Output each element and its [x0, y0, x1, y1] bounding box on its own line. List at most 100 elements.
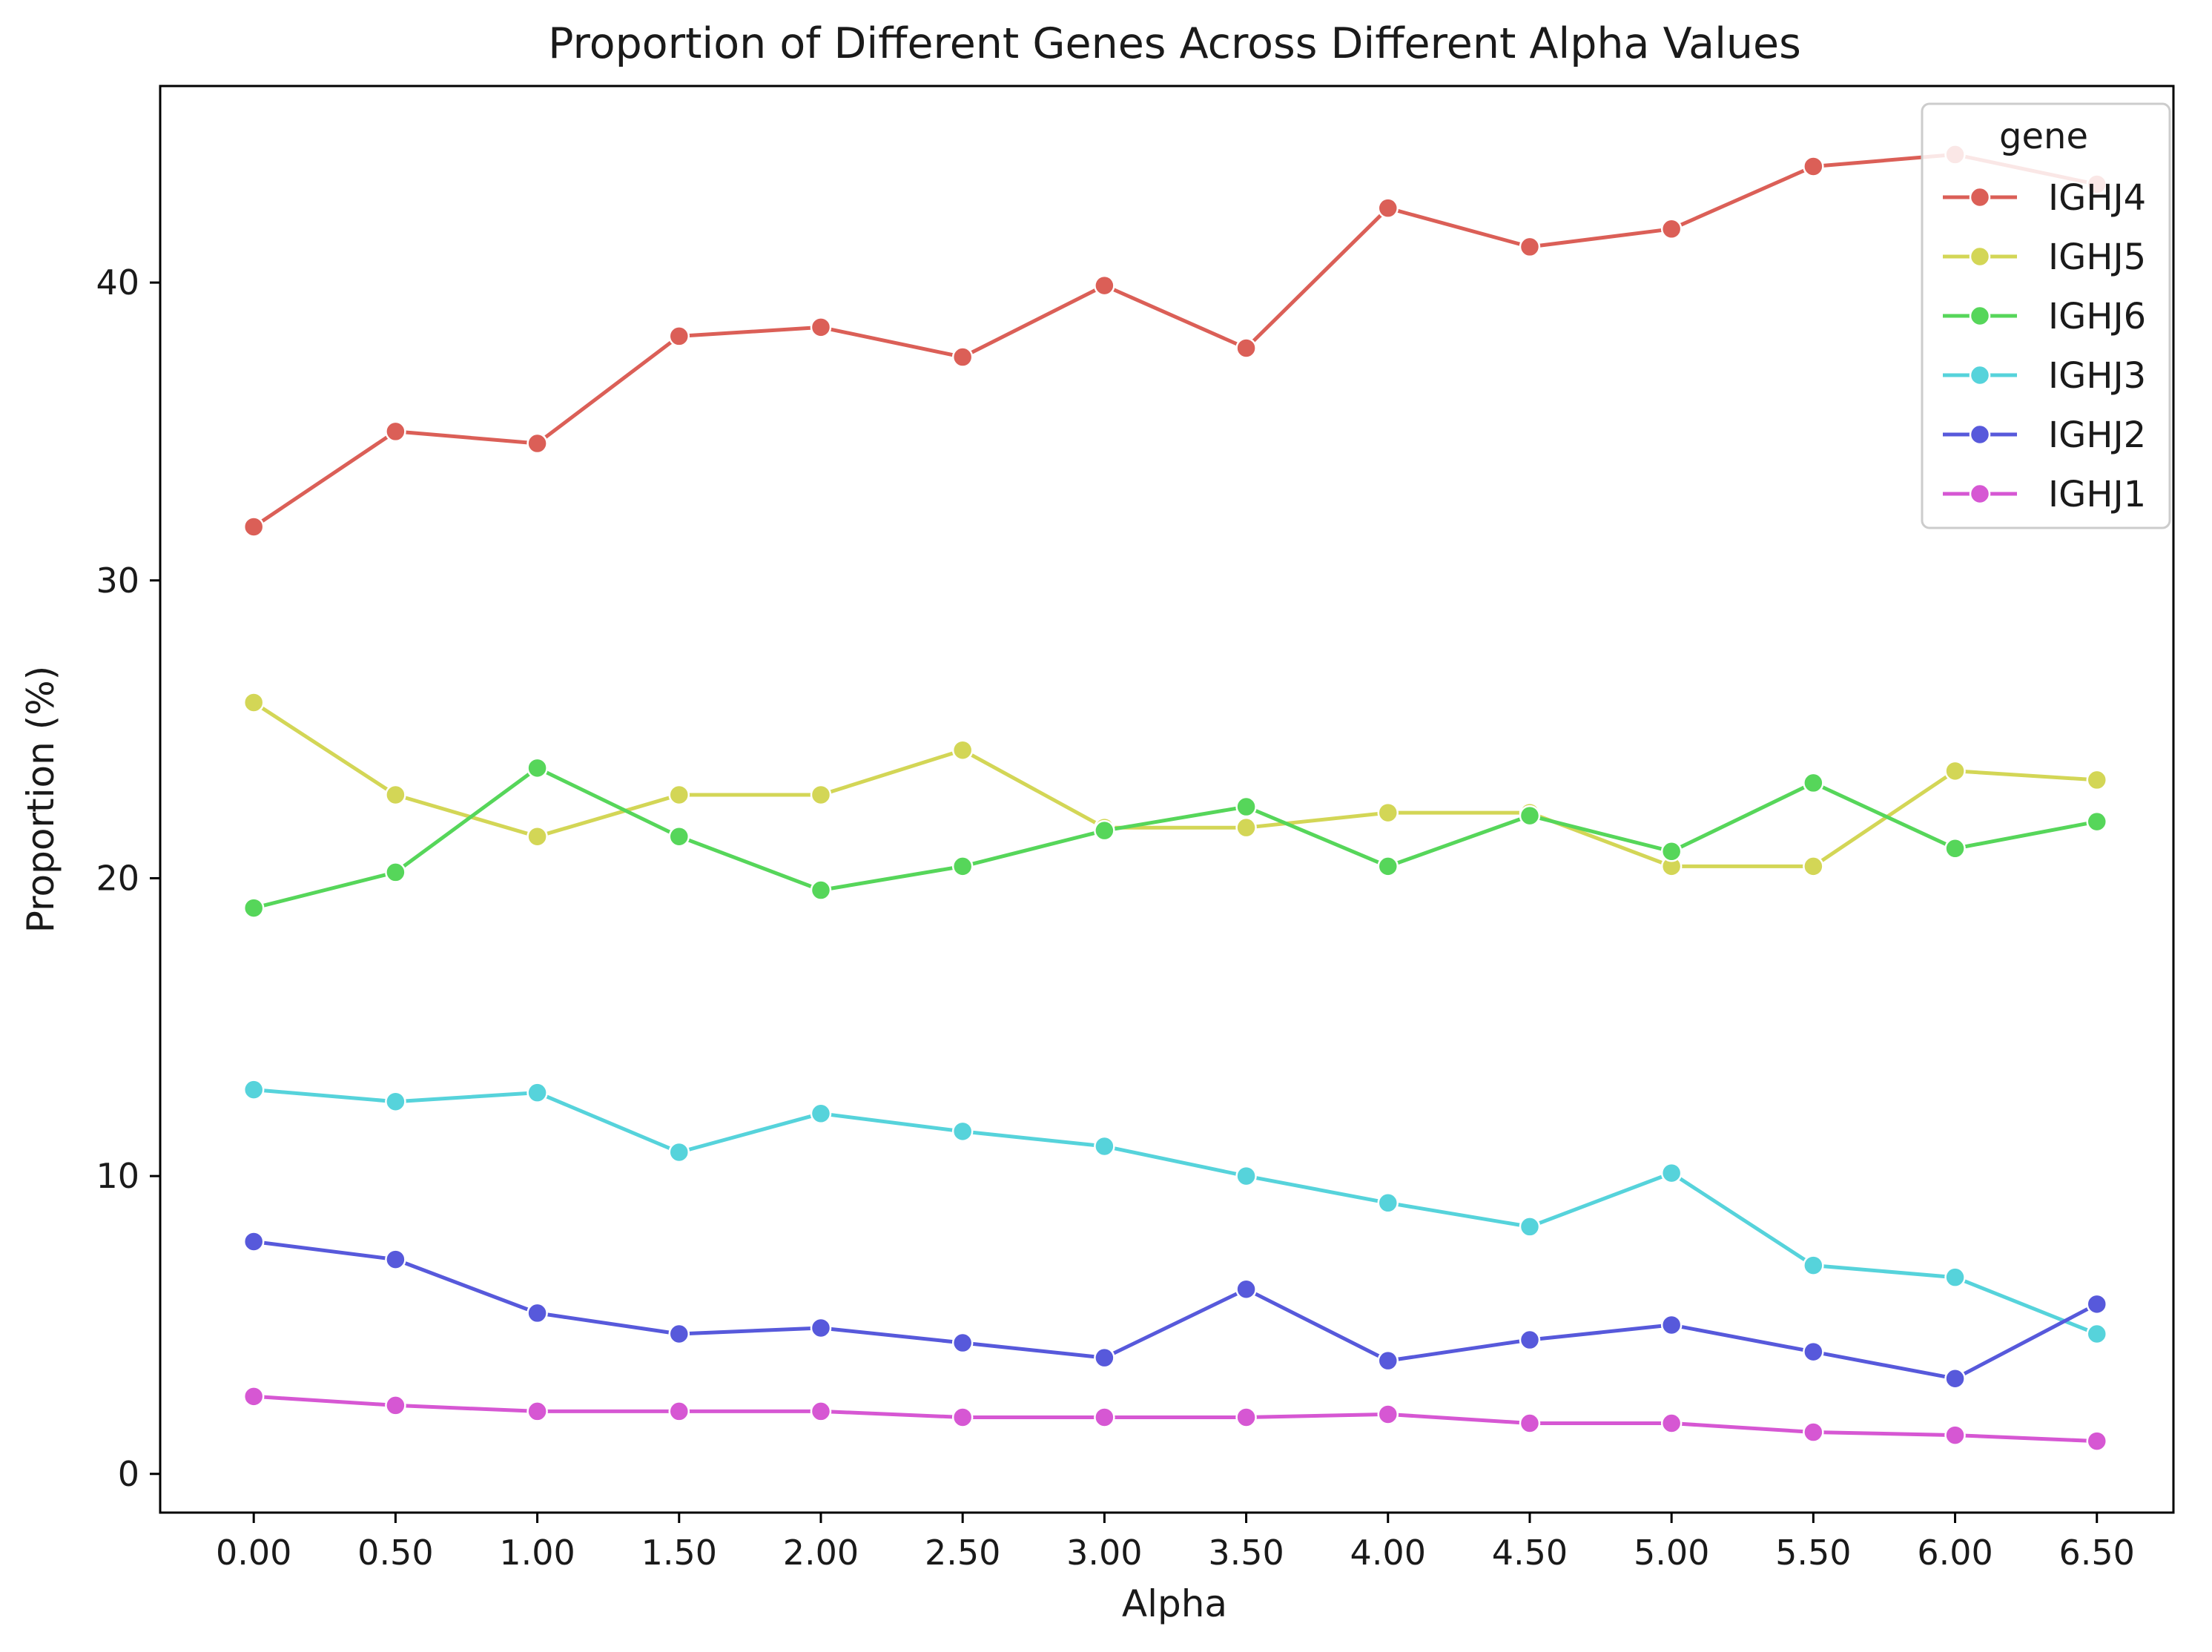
- x-tick-label: 5.00: [1634, 1533, 1709, 1573]
- x-tick-label: 5.50: [1775, 1533, 1851, 1573]
- data-point-ighj5: [1377, 802, 1399, 824]
- data-point-ighj1: [1803, 1421, 1824, 1443]
- legend-marker-ighj6: [1969, 305, 1991, 327]
- data-point-ighj4: [242, 516, 265, 538]
- data-point-ighj6: [526, 757, 548, 779]
- legend-marker-ighj1: [1969, 483, 1991, 505]
- data-point-ighj4: [1094, 274, 1115, 297]
- data-point-ighj1: [1660, 1413, 1683, 1434]
- legend-label-ighj5: IGHJ5: [2048, 237, 2146, 278]
- data-point-ighj3: [1519, 1216, 1541, 1238]
- legend-marker-ighj4: [1969, 186, 1991, 208]
- data-point-ighj4: [1803, 156, 1824, 177]
- data-point-ighj6: [2086, 810, 2108, 833]
- data-point-ighj6: [1377, 856, 1399, 877]
- data-point-ighj5: [951, 739, 974, 761]
- series-line-ighj5: [251, 701, 2099, 868]
- data-point-ighj2: [385, 1249, 406, 1270]
- data-point-ighj2: [1235, 1278, 1257, 1300]
- data-point-ighj6: [242, 897, 265, 919]
- data-point-ighj1: [526, 1401, 548, 1422]
- data-point-ighj6: [1944, 838, 1966, 859]
- data-point-ighj1: [242, 1386, 265, 1407]
- y-tick-label: 40: [96, 262, 139, 303]
- data-point-ighj5: [668, 784, 690, 806]
- x-axis-label: Alpha: [1122, 1582, 1227, 1625]
- legend: gene IGHJ4 IGHJ5 IGHJ6 IGHJ3 IGHJ2 IGHJ1: [1921, 102, 2171, 529]
- data-point-ighj1: [1235, 1407, 1257, 1428]
- data-point-ighj4: [951, 346, 974, 368]
- data-point-ighj3: [668, 1141, 690, 1163]
- data-point-ighj4: [385, 420, 406, 443]
- data-point-ighj6: [385, 862, 406, 883]
- data-point-ighj4: [526, 432, 548, 455]
- data-point-ighj2: [526, 1302, 548, 1324]
- data-point-ighj2: [951, 1332, 974, 1354]
- data-point-ighj3: [810, 1103, 832, 1125]
- data-point-ighj1: [810, 1401, 832, 1422]
- data-point-ighj5: [2086, 769, 2108, 791]
- data-point-ighj4: [810, 317, 832, 338]
- y-tick-label: 0: [118, 1454, 139, 1494]
- legend-label-ighj2: IGHJ2: [2048, 414, 2146, 456]
- data-point-ighj3: [385, 1091, 406, 1112]
- x-tick-label: 3.50: [1208, 1533, 1284, 1573]
- series-layer: [242, 144, 2108, 1452]
- data-point-ighj2: [1377, 1349, 1399, 1372]
- data-point-ighj2: [810, 1317, 832, 1339]
- data-point-ighj5: [1803, 856, 1824, 877]
- data-point-ighj4: [1660, 218, 1683, 240]
- legend-item-ighj2: IGHJ2: [1943, 414, 2146, 456]
- series-ighj6: [242, 757, 2108, 919]
- data-point-ighj3: [1235, 1165, 1257, 1187]
- legend-item-ighj3: IGHJ3: [1943, 355, 2146, 397]
- data-point-ighj6: [1519, 804, 1541, 827]
- x-tick-label: 4.00: [1350, 1533, 1426, 1573]
- data-point-ighj5: [810, 784, 832, 806]
- legend-title: gene: [1999, 116, 2088, 157]
- data-point-ighj1: [1377, 1404, 1399, 1425]
- data-point-ighj6: [1660, 841, 1683, 862]
- y-tick-label: 30: [96, 561, 139, 601]
- x-axis: 0.00 0.50 1.00 1.50 2.00 2.50 3.00 3.50 4.00 4.50…: [216, 1513, 2135, 1573]
- data-point-ighj2: [242, 1231, 265, 1252]
- data-point-ighj1: [1519, 1413, 1541, 1434]
- series-line-ighj1: [251, 1394, 2099, 1444]
- legend-item-ighj4: IGHJ4: [1943, 177, 2146, 219]
- data-point-ighj2: [1519, 1329, 1541, 1351]
- data-point-ighj5: [526, 825, 548, 848]
- data-point-ighj1: [1094, 1407, 1115, 1428]
- data-point-ighj6: [1803, 772, 1824, 794]
- legend-marker-ighj3: [1969, 364, 1991, 386]
- series-ighj2: [242, 1231, 2108, 1390]
- legend-label-ighj1: IGHJ1: [2048, 474, 2146, 515]
- series-ighj1: [242, 1386, 2108, 1452]
- legend-marker-ighj2: [1969, 423, 1991, 446]
- data-point-ighj3: [1094, 1135, 1115, 1157]
- data-point-ighj2: [668, 1323, 690, 1345]
- data-point-ighj4: [1519, 236, 1541, 258]
- legend-label-ighj3: IGHJ3: [2048, 355, 2146, 397]
- data-point-ighj1: [1944, 1424, 1966, 1446]
- legend-item-ighj1: IGHJ1: [1943, 474, 2146, 515]
- x-tick-label: 0.50: [357, 1533, 433, 1573]
- data-point-ighj2: [2086, 1293, 2108, 1315]
- legend-item-ighj6: IGHJ6: [1943, 296, 2146, 337]
- y-tick-label: 10: [96, 1156, 139, 1196]
- data-point-ighj3: [1944, 1266, 1966, 1288]
- data-point-ighj3: [1660, 1162, 1683, 1184]
- data-point-ighj1: [951, 1407, 974, 1428]
- x-tick-label: 3.00: [1066, 1533, 1142, 1573]
- data-point-ighj6: [951, 856, 974, 877]
- legend-items: IGHJ4 IGHJ5 IGHJ6 IGHJ3 IGHJ2 IGHJ1: [1943, 177, 2146, 515]
- x-tick-label: 2.50: [925, 1533, 1000, 1573]
- x-tick-label: 6.00: [1917, 1533, 1993, 1573]
- data-point-ighj4: [668, 326, 690, 347]
- data-point-ighj1: [668, 1401, 690, 1422]
- legend-marker-ighj5: [1969, 245, 1991, 268]
- data-point-ighj3: [951, 1120, 974, 1143]
- x-tick-label: 6.50: [2059, 1533, 2135, 1573]
- data-point-ighj1: [2086, 1430, 2108, 1452]
- data-point-ighj4: [1235, 337, 1257, 359]
